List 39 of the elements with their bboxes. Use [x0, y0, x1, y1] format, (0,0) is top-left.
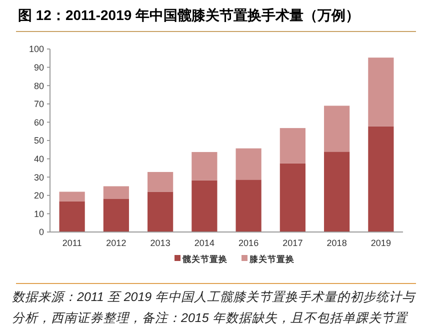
x-tick-label: 2017	[282, 238, 303, 248]
y-tick-label: 70	[34, 99, 44, 110]
bar	[192, 152, 218, 180]
y-tick-label: 0	[38, 227, 44, 238]
bar	[236, 180, 262, 232]
bar	[192, 180, 218, 232]
bar	[280, 163, 306, 232]
bar	[324, 106, 350, 152]
x-tick-label: 2013	[150, 238, 170, 248]
bar	[59, 192, 85, 202]
y-tick-label: 10	[34, 208, 44, 219]
bar	[148, 192, 174, 232]
bar	[324, 152, 350, 232]
bar	[280, 128, 306, 164]
x-tick-label: 2018	[326, 238, 347, 248]
bar	[103, 186, 129, 199]
x-tick-label: 2016	[238, 238, 259, 248]
y-tick-label: 30	[34, 172, 44, 182]
legend-label: 髋关节置换	[182, 254, 228, 264]
bar	[236, 148, 262, 180]
y-tick-label: 20	[34, 190, 44, 201]
bar	[103, 198, 129, 232]
x-tick-label: 2012	[106, 238, 126, 248]
x-tick-label: 2011	[62, 238, 82, 248]
x-tick-label: 2019	[370, 238, 391, 248]
bar	[368, 126, 394, 232]
source-note: 数据来源：2011 至 2019 年中国人工髋膝关节置换手术量的初步统计与分析，西南证券整理，备注：2015 年数据缺失，且不包括单踝关节置	[12, 290, 418, 325]
y-tick-label: 80	[34, 80, 44, 91]
y-tick-label: 40	[34, 154, 44, 164]
y-tick-label: 100	[28, 44, 44, 54]
y-tick-label: 50	[34, 136, 44, 146]
legend-label: 膝关节置换	[248, 254, 294, 264]
y-tick-label: 60	[34, 117, 44, 128]
chart-title: 图 12：2011-2019 年中国髋膝关节置换手术量（万例）	[18, 7, 360, 23]
y-tick-label: 90	[34, 62, 44, 72]
bar	[148, 172, 174, 192]
x-tick-label: 2014	[194, 238, 214, 248]
bar	[59, 201, 85, 232]
bar	[368, 58, 394, 126]
